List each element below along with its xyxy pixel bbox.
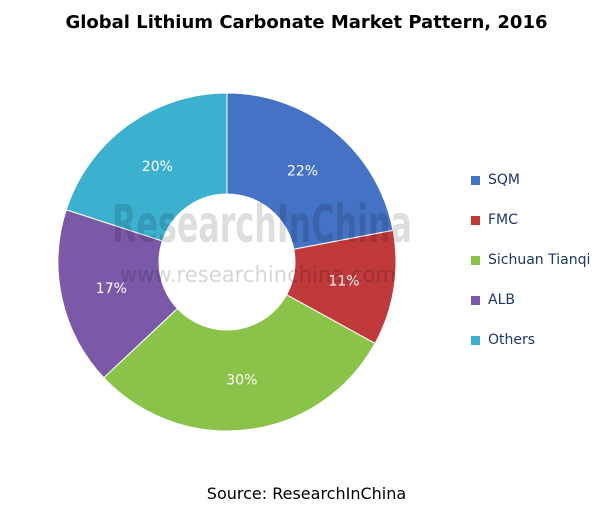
legend-item-others: Others [471, 330, 535, 350]
legend-swatch [471, 295, 480, 305]
legend-swatch [471, 335, 480, 345]
slice-sqm [226, 92, 394, 250]
legend-label: Sichuan Tianqi [488, 252, 591, 268]
legend-item-sichuan-tianqi: Sichuan Tianqi [471, 250, 590, 270]
legend-item-fmc: FMC [471, 210, 518, 230]
source-note: Source: ResearchInChina [206, 484, 407, 503]
donut-slices [57, 92, 397, 432]
slice-others [65, 92, 228, 242]
slice-label-others: 20% [142, 159, 173, 175]
donut-slice-labels: 22% 11% 30% 17% 20% [96, 159, 360, 388]
chart-title: Global Lithium Carbonate Market Pattern,… [65, 12, 548, 33]
legend-swatch [471, 215, 480, 225]
slice-sichuan-tianqi [103, 294, 376, 432]
slice-label-fmc: 11% [328, 274, 359, 290]
legend-item-sqm: SQM [471, 170, 520, 190]
legend-swatch [471, 175, 480, 185]
legend-label: SQM [488, 172, 520, 188]
legend-label: Others [488, 332, 536, 348]
legend-item-alb: ALB [471, 290, 515, 310]
slice-label-sqm: 22% [287, 164, 318, 180]
legend-swatch [471, 255, 480, 265]
slice-alb [57, 209, 179, 379]
legend-label: ALB [488, 292, 515, 308]
slice-label-sichuan-tianqi: 30% [226, 373, 257, 389]
slice-label-alb: 17% [96, 281, 127, 297]
legend-label: FMC [488, 212, 518, 228]
